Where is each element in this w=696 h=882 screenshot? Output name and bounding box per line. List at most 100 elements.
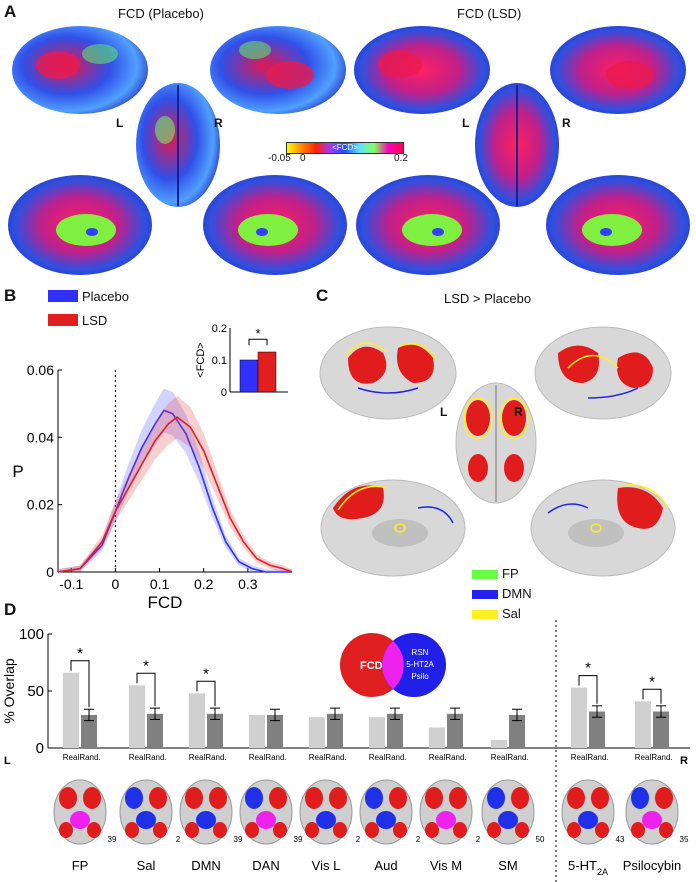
real-label: Real: [491, 753, 508, 762]
axial-brain-region: [515, 822, 529, 838]
real-label: Real: [249, 753, 266, 762]
legend-label-lsd: LSD: [82, 313, 108, 328]
inset-significance-star: *: [255, 326, 260, 341]
axial-brain-region: [269, 787, 287, 809]
axial-slice-number: 39: [234, 835, 243, 844]
bar-rand: [81, 714, 97, 748]
axial-brain-region: [185, 787, 203, 809]
group-label-sal: Sal: [137, 858, 156, 873]
significance-bracket: [136, 672, 156, 707]
panel-a-letter: A: [4, 2, 17, 21]
group-label-subscript: 2A: [597, 867, 608, 877]
significance-star: *: [649, 673, 655, 690]
axial-brain-region: [631, 822, 645, 838]
lsd-medial-left: [356, 175, 500, 275]
axial-brain-region: [376, 811, 396, 829]
bar-rand: [267, 714, 283, 748]
axial-slice-number: 39: [294, 835, 303, 844]
bar-real: [129, 685, 145, 748]
legend-swatch-sal: [472, 610, 498, 619]
axial-brain-dmn: [179, 779, 233, 845]
group-label-psilocybin: Psilocybin: [623, 858, 682, 873]
axial-slice-number: 43: [616, 835, 625, 844]
axial-brain-region: [365, 822, 379, 838]
series-band-placebo: [58, 388, 292, 572]
panel-a-hemi-l1: L: [116, 116, 124, 130]
legend-swatch-fp: [472, 570, 498, 579]
significance-bracket: [642, 688, 662, 704]
significance-bracket: [578, 675, 598, 704]
side-label-l: L: [4, 755, 11, 767]
axial-brain-region: [245, 787, 263, 809]
bar-rand: [447, 713, 463, 748]
axial-brain-region: [256, 811, 276, 829]
panel-a-title-lsd: FCD (LSD): [457, 6, 522, 21]
panel-c-letter: C: [316, 286, 329, 305]
y-tick-label: 0.02: [27, 497, 54, 513]
lsd-lateral-right: [550, 26, 686, 114]
series-line-lsd: [57, 416, 293, 573]
y-tick-label: 0: [46, 564, 54, 580]
real-label: Real: [189, 753, 206, 762]
legend-swatch-dmn: [472, 590, 498, 599]
x-tick-label: 0.3: [238, 576, 258, 592]
legend-swatch-placebo: [48, 290, 78, 302]
axial-brain-region: [185, 822, 199, 838]
axial-slice-number: 2: [416, 835, 421, 844]
axial-brain-region: [196, 811, 216, 829]
axial-brain-region: [59, 787, 77, 809]
axial-brain-region: [329, 787, 347, 809]
lsd-gt-placebo-lateral-left: [319, 326, 457, 420]
axial-brain-region: [273, 822, 287, 838]
venn-diagram: FCD RSN 5-HT2A Psilo: [340, 633, 446, 697]
axial-brain-region: [59, 822, 73, 838]
axial-brain-region: [125, 787, 143, 809]
axial-brain-region: [567, 787, 585, 809]
legend-swatch-lsd: [48, 314, 78, 326]
colorbar-label: <FCD>: [332, 143, 358, 152]
axial-brain-region: [436, 811, 456, 829]
group-label-fp: FP: [72, 858, 89, 873]
lsd-top: [475, 83, 559, 207]
overlap-y-axis-label: % Overlap: [1, 658, 17, 724]
axial-brain-vis-l: [299, 779, 353, 845]
real-label: Real: [635, 753, 652, 762]
panel-a-title-placebo: FCD (Placebo): [118, 6, 204, 21]
group-label-aud: Aud: [374, 858, 397, 873]
axial-brain-region: [305, 787, 323, 809]
axial-brain-region: [425, 787, 443, 809]
axial-slice-number: 50: [536, 835, 545, 844]
axial-brain-region: [487, 787, 505, 809]
legend-label-placebo: Placebo: [82, 289, 129, 304]
axial-brain-region: [567, 822, 581, 838]
significance-star: *: [143, 657, 149, 674]
venn-overlap: [382, 641, 404, 689]
axial-brain-sal: [119, 779, 173, 845]
axial-brain-region: [245, 822, 259, 838]
panel-c-brain-maps: [319, 326, 676, 577]
rand-label: Rand.: [445, 753, 466, 762]
group-label-dmn: DMN: [191, 858, 221, 873]
axial-brain-region: [498, 811, 518, 829]
axial-brain-region: [425, 822, 439, 838]
panel-c-title: LSD > Placebo: [444, 291, 532, 306]
bar-real: [571, 687, 587, 748]
axial-slice-number: 2: [356, 835, 361, 844]
axial-brain-region: [70, 811, 90, 829]
colorbar-max: 0.2: [394, 153, 408, 164]
series-band-lsd: [58, 395, 292, 572]
axial-brain-region: [595, 822, 609, 838]
real-label: Real: [369, 753, 386, 762]
rand-label: Rand.: [265, 753, 286, 762]
bar-rand: [509, 714, 525, 748]
real-label: Real: [429, 753, 446, 762]
lsd-gt-placebo-top: [455, 382, 537, 504]
group-label-sm: SM: [498, 858, 518, 873]
axial-brain-region: [631, 787, 649, 809]
placebo-lateral-left: [12, 26, 148, 114]
rand-label: Rand.: [79, 753, 100, 762]
placebo-lateral-right: [210, 26, 346, 114]
axial-brain-region: [87, 822, 101, 838]
axial-brain-region: [316, 811, 336, 829]
